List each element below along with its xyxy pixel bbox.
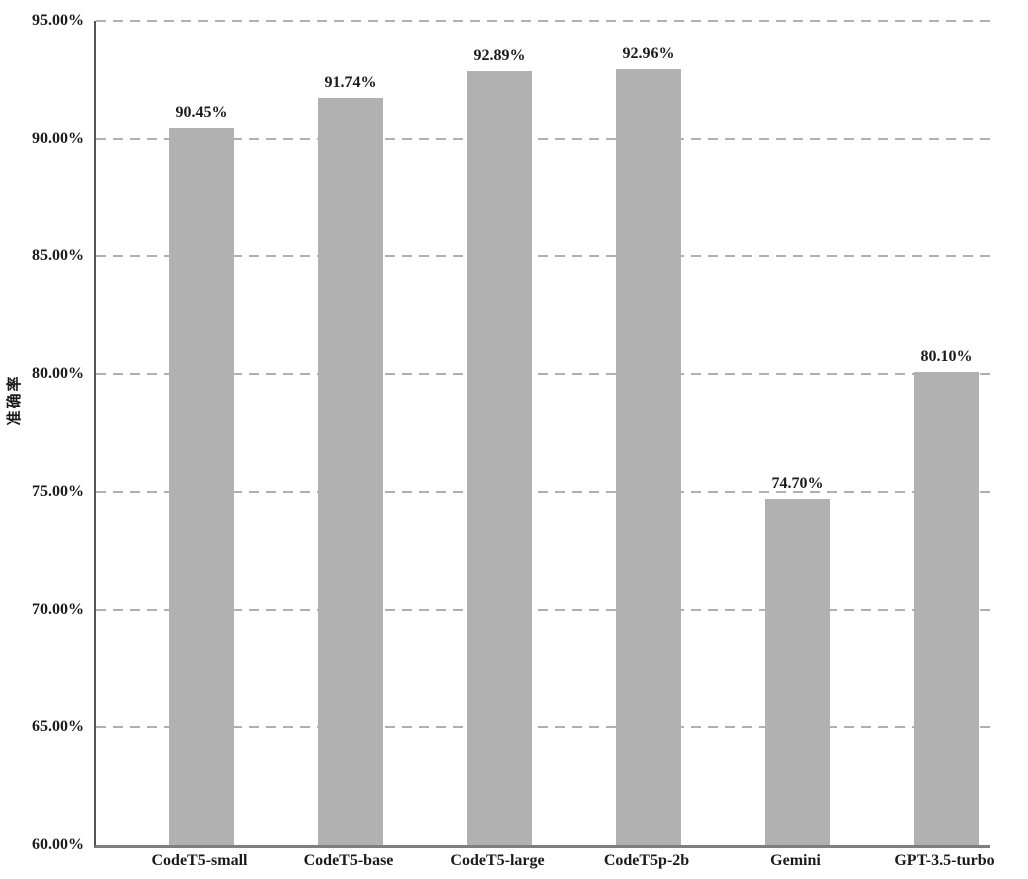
bar-CodeT5p-2b <box>616 69 681 845</box>
y-tick-label: 65.00% <box>32 718 84 736</box>
bar-value-label: 80.10% <box>920 347 973 365</box>
y-tick-label: 80.00% <box>32 365 84 383</box>
gridline <box>96 20 990 22</box>
bar-Gemini <box>765 498 830 845</box>
bar-value-label: 92.89% <box>473 46 526 64</box>
bar-value-label: 92.96% <box>622 45 675 63</box>
category-label-CodeT5-base: CodeT5-base <box>303 852 394 869</box>
y-tick-label: 75.00% <box>32 482 84 500</box>
bar-CodeT5-large <box>467 70 532 845</box>
bar-GPT-3.5-turbo <box>914 371 979 845</box>
bar-value-label: 91.74% <box>324 73 377 91</box>
category-label-CodeT5-large: CodeT5-large <box>450 852 545 869</box>
gridline <box>96 608 990 611</box>
gridline <box>96 373 990 376</box>
category-label-GPT-3.5-turbo: GPT-3.5-turbo <box>894 852 995 869</box>
gridline <box>96 490 990 493</box>
bar-CodeT5-base <box>318 97 383 845</box>
bar-value-label: 90.45% <box>175 104 228 122</box>
y-tick-label: 70.00% <box>32 600 84 618</box>
plot-area: 90.45% 91.74% 92.89% 92.96% 74.70% 80.10% <box>94 20 990 848</box>
gridline <box>96 726 990 729</box>
y-tick-label: 95.00% <box>32 12 84 29</box>
category-label-CodeT5-small: CodeT5-small <box>151 852 248 869</box>
category-label-CodeT5p-2b: CodeT5p-2b <box>603 852 690 869</box>
category-label-Gemini: Gemini <box>770 852 821 869</box>
bar-CodeT5-small <box>169 128 234 845</box>
gridline <box>96 137 990 140</box>
y-tick-label: 60.00% <box>32 836 84 853</box>
y-tick-label: 85.00% <box>32 247 84 265</box>
y-tick-label: 90.00% <box>32 129 84 147</box>
gridline <box>96 255 990 258</box>
bar-value-label: 74.70% <box>771 474 824 492</box>
